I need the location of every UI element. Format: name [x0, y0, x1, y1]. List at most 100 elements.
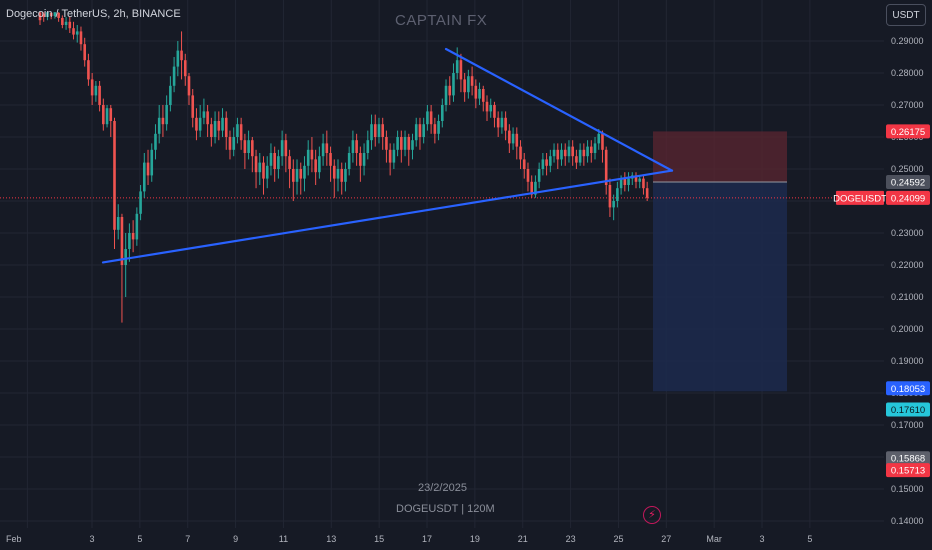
- candle-body: [325, 143, 329, 153]
- candle-body: [481, 89, 485, 102]
- candle: [537, 162, 541, 189]
- candle: [113, 117, 116, 249]
- candle: [448, 76, 452, 105]
- y-tick-label: 0.27000: [891, 100, 924, 110]
- candle-body: [292, 169, 295, 182]
- candle-body: [310, 149, 314, 160]
- candle-body: [478, 89, 481, 99]
- candle-body: [556, 149, 560, 160]
- candle: [191, 89, 195, 128]
- candle-body: [400, 137, 403, 150]
- candle-body: [269, 153, 273, 166]
- take-profit-zone: [653, 182, 787, 392]
- candle: [295, 159, 299, 195]
- candle-body: [157, 117, 161, 134]
- candle-body: [318, 156, 321, 173]
- price-tag: [886, 463, 930, 478]
- candle-body: [362, 153, 366, 166]
- currency-button[interactable]: USDT: [886, 4, 926, 26]
- y-tick-label: 0.14000: [891, 516, 924, 526]
- candle: [269, 143, 273, 176]
- candle-body: [493, 105, 496, 118]
- candle: [597, 129, 601, 150]
- candle: [336, 159, 340, 192]
- candle: [612, 194, 615, 221]
- candle: [511, 127, 515, 150]
- x-tick-label: 7: [185, 534, 190, 544]
- candle: [642, 175, 645, 195]
- candle: [515, 127, 519, 160]
- candle: [366, 130, 370, 160]
- x-tick-label: 3: [89, 534, 94, 544]
- candle: [623, 172, 627, 192]
- candle: [522, 153, 526, 179]
- candle-body: [38, 12, 42, 21]
- candle-body: [496, 117, 500, 128]
- candle: [72, 21, 75, 40]
- candle-body: [42, 13, 46, 17]
- candle-body: [116, 217, 120, 230]
- price-tag-label: 0.17610: [891, 405, 925, 416]
- candle-body: [515, 133, 519, 147]
- candle-body: [224, 117, 228, 137]
- candle-body: [433, 124, 437, 134]
- candle-body: [426, 111, 429, 125]
- candle: [57, 12, 60, 22]
- candle: [318, 146, 321, 179]
- candle-body: [83, 44, 86, 61]
- candle: [351, 130, 355, 163]
- candle-body: [236, 124, 239, 137]
- candle-body: [273, 153, 276, 169]
- candle: [105, 105, 109, 128]
- candle: [467, 69, 470, 99]
- candle-body: [541, 159, 545, 169]
- candle: [176, 41, 180, 77]
- candle: [247, 130, 250, 160]
- candle: [414, 117, 418, 147]
- candle: [150, 143, 154, 182]
- candle-body: [619, 178, 623, 189]
- candle: [292, 159, 295, 201]
- candle-body: [347, 153, 351, 169]
- candle: [299, 162, 303, 195]
- candle-body: [243, 140, 247, 153]
- candle: [49, 12, 53, 20]
- candle: [61, 15, 64, 29]
- candle: [608, 178, 612, 217]
- candle-body: [75, 31, 79, 35]
- candle: [64, 17, 68, 30]
- candle-body: [124, 249, 127, 265]
- candle-body: [340, 169, 344, 182]
- candle-body: [571, 146, 574, 157]
- candle-body: [377, 124, 381, 137]
- candle-body: [634, 175, 638, 182]
- candle-body: [455, 60, 459, 73]
- candle: [567, 140, 571, 163]
- candle-body: [61, 17, 64, 25]
- candle-body: [601, 133, 604, 150]
- candle-body: [72, 28, 75, 35]
- candle: [102, 98, 105, 131]
- x-tick-label: 11: [279, 534, 288, 544]
- candle: [370, 114, 373, 150]
- candle-body: [120, 217, 124, 265]
- candle: [403, 130, 407, 157]
- lightning-icon[interactable]: ⚡: [643, 506, 661, 524]
- candle: [426, 105, 429, 131]
- candle-body: [351, 140, 355, 153]
- candle: [94, 81, 98, 102]
- candle-body: [258, 162, 262, 173]
- candle-body: [180, 50, 183, 61]
- candle: [53, 12, 57, 19]
- candle-body: [105, 108, 109, 125]
- y-tick-label: 0.17000: [891, 420, 924, 430]
- candle: [120, 213, 124, 323]
- candle-body: [537, 169, 541, 182]
- candle: [165, 95, 168, 131]
- candle-body: [195, 117, 198, 131]
- candle-body: [169, 85, 172, 105]
- candle-body: [247, 140, 250, 153]
- candle: [489, 98, 493, 118]
- candle-body: [403, 137, 407, 150]
